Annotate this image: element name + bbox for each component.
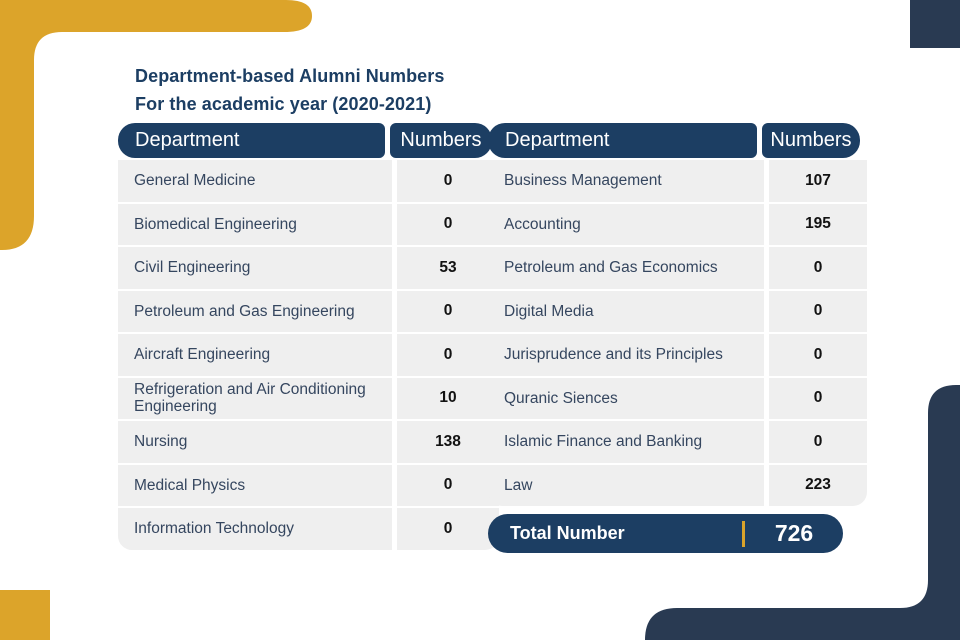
department-cell: Accounting — [488, 203, 764, 245]
department-cell: Law — [488, 464, 764, 506]
table-row: Information Technology 0 — [118, 508, 499, 550]
table-row: Jurisprudence and its Principles 0 — [488, 334, 867, 376]
right-header-department: Department — [488, 123, 757, 158]
department-cell: Business Management — [488, 160, 764, 202]
department-cell: Medical Physics — [118, 464, 392, 506]
value-cell: 0 — [397, 464, 499, 506]
total-value: 726 — [774, 520, 814, 546]
department-cell: Islamic Finance and Banking — [488, 421, 764, 463]
table-row: Medical Physics 0 — [118, 464, 499, 506]
table-row: Nursing 138 — [118, 421, 499, 463]
department-cell: General Medicine — [118, 160, 392, 202]
department-cell: Nursing — [118, 421, 392, 463]
department-cell: Digital Media — [488, 290, 764, 332]
table-row: Digital Media 0 — [488, 290, 867, 332]
left-table: Department Numbers General Medicine 0 Bi… — [118, 123, 499, 550]
table-row: General Medicine 0 — [118, 160, 499, 202]
value-cell: 107 — [769, 160, 867, 202]
right-table: Department Numbers Business Management 1… — [488, 123, 867, 553]
value-cell: 195 — [769, 203, 867, 245]
total-divider — [742, 520, 745, 547]
table-row: Biomedical Engineering 0 — [118, 203, 499, 245]
navy-square-top-right — [910, 0, 960, 48]
value-cell: 0 — [769, 247, 867, 289]
value-cell: 0 — [769, 421, 867, 463]
value-cell: 0 — [397, 160, 499, 202]
table-row: Quranic Siences 0 — [488, 377, 867, 419]
value-cell: 0 — [769, 334, 867, 376]
right-header-numbers: Numbers — [762, 123, 860, 158]
total-row: Total Number 726 — [488, 514, 843, 553]
table-row: Accounting 195 — [488, 203, 867, 245]
table-row: Petroleum and Gas Economics 0 — [488, 247, 867, 289]
table-row: Petroleum and Gas Engineering 0 — [118, 290, 499, 332]
value-cell: 138 — [397, 421, 499, 463]
department-cell: Petroleum and Gas Economics — [488, 247, 764, 289]
department-cell: Biomedical Engineering — [118, 203, 392, 245]
page-title: Department-based Alumni Numbers For the … — [135, 62, 445, 118]
department-cell: Aircraft Engineering — [118, 334, 392, 376]
value-cell: 0 — [397, 334, 499, 376]
table-row: Civil Engineering 53 — [118, 247, 499, 289]
left-header-department: Department — [118, 123, 385, 158]
value-cell: 0 — [397, 508, 499, 550]
table-row: Islamic Finance and Banking 0 — [488, 421, 867, 463]
table-row: Law 223 — [488, 464, 867, 506]
gold-square-bottom-left — [0, 590, 50, 640]
page-title-line1: Department-based Alumni Numbers — [135, 66, 445, 86]
department-cell: Refrigeration and Air Conditioning Engin… — [118, 377, 392, 419]
table-row: Business Management 107 — [488, 160, 867, 202]
table-row: Refrigeration and Air Conditioning Engin… — [118, 377, 499, 419]
department-cell: Jurisprudence and its Principles — [488, 334, 764, 376]
department-cell: Quranic Siences — [488, 377, 764, 419]
value-cell: 0 — [397, 290, 499, 332]
department-cell: Petroleum and Gas Engineering — [118, 290, 392, 332]
left-table-header: Department Numbers — [118, 123, 492, 158]
right-table-header: Department Numbers — [488, 123, 860, 158]
page-title-line2: For the academic year (2020-2021) — [135, 94, 432, 114]
value-cell: 0 — [769, 377, 867, 419]
value-cell: 223 — [769, 464, 867, 506]
left-header-numbers: Numbers — [390, 123, 492, 158]
value-cell: 0 — [769, 290, 867, 332]
value-cell: 0 — [397, 203, 499, 245]
total-label: Total Number — [510, 523, 625, 543]
value-cell: 10 — [397, 377, 499, 419]
table-row: Aircraft Engineering 0 — [118, 334, 499, 376]
value-cell: 53 — [397, 247, 499, 289]
department-cell: Information Technology — [118, 508, 392, 550]
department-cell: Civil Engineering — [118, 247, 392, 289]
